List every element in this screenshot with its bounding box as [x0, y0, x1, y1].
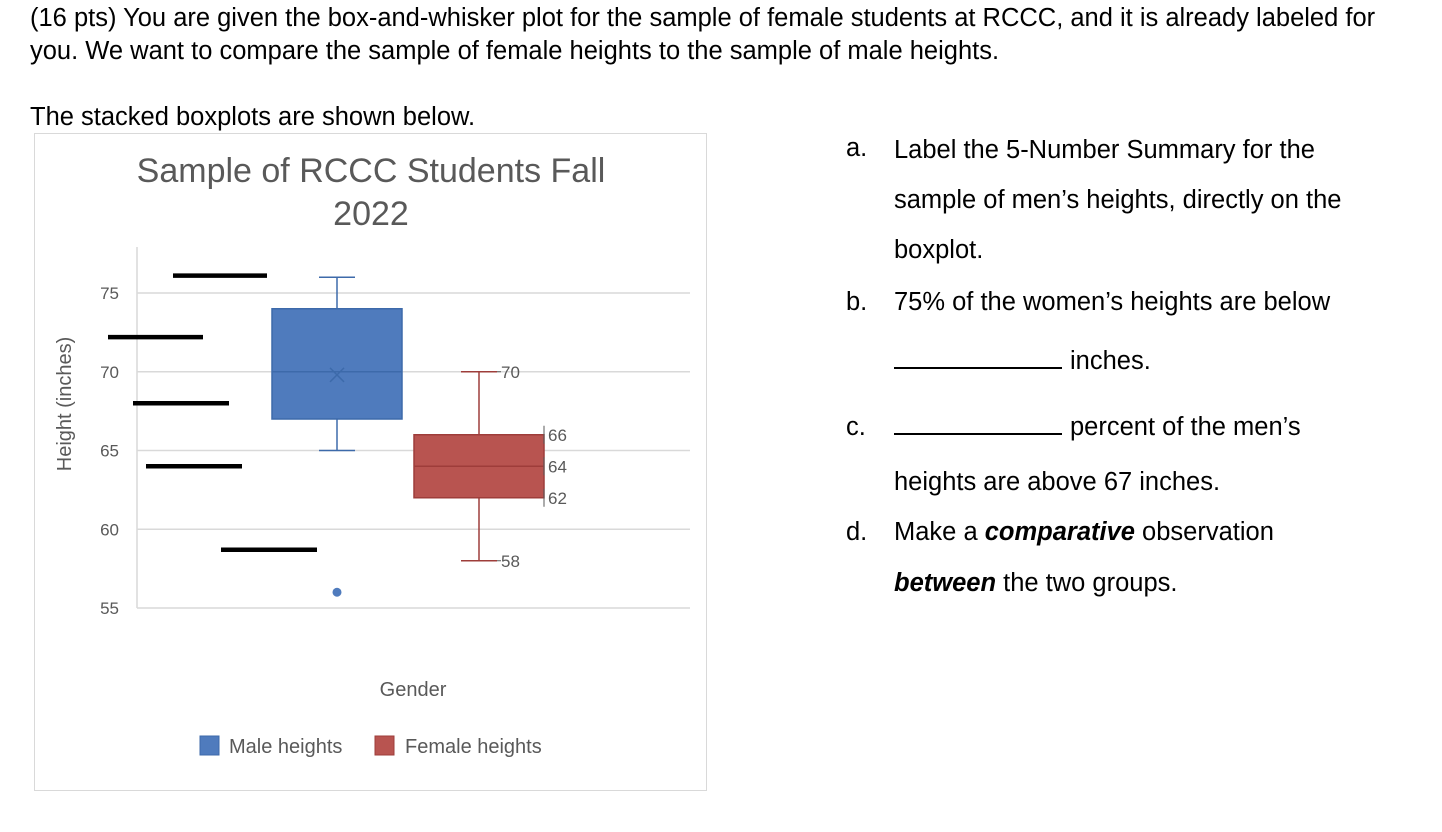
question-a-line3: boxplot.: [894, 236, 984, 264]
female-value-label: 70: [501, 363, 520, 382]
legend-swatch-male: [199, 735, 220, 756]
y-tick-label: 70: [100, 363, 119, 382]
chart-title-line2: 2022: [333, 195, 409, 233]
answer-blank-b[interactable]: [894, 345, 1062, 369]
emphasis-comparative: comparative: [984, 518, 1135, 546]
x-axis-title: Gender: [380, 679, 447, 701]
stacked-caption: The stacked boxplots are shown below.: [30, 103, 476, 131]
question-d-line2-text: the two groups.: [996, 569, 1178, 597]
chart-title-line1: Sample of RCCC Students Fall: [137, 152, 606, 190]
chart-canvas: Sample of RCCC Students Fall 2022 55 60 65 70…: [54, 152, 690, 758]
y-tick-label: 60: [100, 520, 119, 539]
question-d-letter: d.: [846, 518, 868, 546]
question-b-unit: inches.: [1070, 347, 1151, 375]
question-a-line2: sample of men’s heights, directly on the: [894, 186, 1342, 214]
male-box: [271, 308, 403, 420]
question-d-line2: between the two groups.: [894, 567, 1177, 600]
question-c-line2: heights are above 67 inches.: [894, 468, 1221, 496]
legend-label-male: Male heights: [229, 736, 342, 758]
boxplot-chart: Sample of RCCC Students Fall 2022 55 60 65 70…: [34, 133, 707, 791]
male-outlier-point: [332, 587, 342, 597]
question-a-letter: a.: [846, 134, 868, 162]
legend-swatch-female: [374, 735, 395, 756]
female-value-label: 66: [548, 426, 567, 445]
question-d-line1: Make a comparative observation: [894, 516, 1274, 549]
y-tick-label: 65: [100, 442, 119, 461]
y-tick-label: 75: [100, 284, 119, 303]
question-a-line1: Label the 5-Number Summary for the: [894, 136, 1315, 164]
emphasis-between: between: [894, 569, 997, 597]
y-tick-label: 55: [100, 599, 119, 618]
female-value-label: 58: [501, 552, 520, 571]
question-d-pre: Make a: [894, 518, 985, 546]
answer-blank-c[interactable]: [894, 411, 1062, 435]
question-c-line1: percent of the men’s: [894, 411, 1301, 444]
male-mean-marker: [329, 367, 345, 383]
female-value-label: 62: [548, 489, 567, 508]
problem-intro: (16 pts) You are given the box-and-whisk…: [30, 4, 1376, 65]
question-b-letter: b.: [846, 288, 868, 316]
question-d-post: observation: [1134, 518, 1274, 546]
question-b-line2: inches.: [894, 345, 1151, 378]
legend-label-female: Female heights: [405, 736, 542, 758]
female-value-label: 64: [548, 457, 567, 476]
question-c-letter: c.: [846, 413, 866, 441]
y-axis-title: Height (inches): [54, 337, 76, 472]
question-c-text: percent of the men’s: [1070, 413, 1301, 441]
question-b-line1: 75% of the women’s heights are below: [894, 288, 1331, 316]
